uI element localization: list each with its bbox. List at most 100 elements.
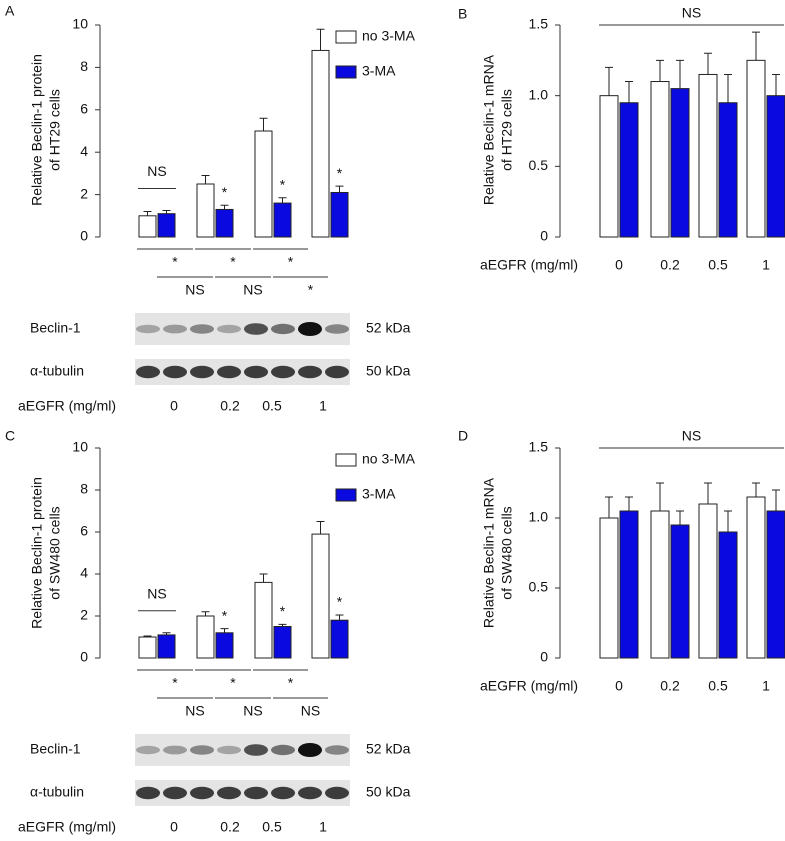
bar <box>619 102 639 238</box>
bar <box>718 102 738 238</box>
blot-band <box>217 365 241 379</box>
bar <box>698 73 718 238</box>
blot-band <box>190 745 214 755</box>
y-tick-label: 1.0 <box>529 86 549 102</box>
error-bar <box>316 521 325 535</box>
error-bar <box>704 52 712 75</box>
y-tick-label: 2 <box>80 607 88 623</box>
x-tick-label: 0.2 <box>660 257 680 273</box>
significance-label: NS <box>147 163 166 179</box>
error-bar <box>772 73 780 96</box>
error-bar <box>724 73 732 103</box>
comparison-label: * <box>230 254 236 270</box>
legend-swatch <box>335 488 357 502</box>
significance-label: * <box>337 594 343 610</box>
y-tick-label: 0 <box>80 649 88 665</box>
significance-label: * <box>337 165 343 181</box>
significance-label: * <box>280 603 286 619</box>
error-bar <box>220 628 229 633</box>
bar <box>670 88 690 238</box>
blot-band <box>271 786 295 800</box>
comparison-label: NS <box>185 703 204 719</box>
bar <box>138 636 157 659</box>
y-tick-label: 0.5 <box>529 157 549 173</box>
error-bar <box>201 175 210 184</box>
comparison-label: * <box>172 675 178 691</box>
blot-band <box>325 324 349 334</box>
bar <box>330 619 349 659</box>
blot-band <box>298 322 322 336</box>
bar <box>254 130 273 238</box>
panel-label: B <box>458 6 467 22</box>
y-tick-label: 1.5 <box>529 16 549 32</box>
error-bar <box>625 81 633 103</box>
x-axis-label: aEGFR (mg/ml) <box>18 398 116 414</box>
comparison-label: NS <box>185 282 204 298</box>
bar <box>599 517 619 659</box>
legend-swatch <box>335 453 357 467</box>
blot-size: 50 kDa <box>366 363 411 379</box>
y-tick-label: 8 <box>80 58 88 74</box>
x-tick-label: 0.5 <box>262 819 282 835</box>
blot-band <box>298 743 322 757</box>
blot-band <box>298 365 322 379</box>
error-bar <box>656 59 664 82</box>
bar <box>311 49 330 238</box>
error-bar <box>656 482 664 511</box>
error-bar <box>316 28 325 51</box>
bar <box>273 202 292 238</box>
significance-label: * <box>280 176 286 192</box>
bar <box>157 213 176 238</box>
x-tick-label: 0 <box>170 819 178 835</box>
y-axis-label: of SW480 cells <box>499 506 515 599</box>
blot-band <box>163 786 187 800</box>
significance-label: * <box>222 184 228 200</box>
blot-band <box>217 745 241 755</box>
legend-swatch <box>335 65 357 79</box>
blot-label: Beclin-1 <box>30 320 81 336</box>
blot-label: Beclin-1 <box>30 741 81 757</box>
error-bar <box>335 614 344 621</box>
bar <box>718 531 738 659</box>
blot-band <box>298 786 322 800</box>
x-tick-label: 0 <box>170 398 178 414</box>
blot-band <box>244 365 268 379</box>
y-axis-label: of HT29 cells <box>499 89 515 171</box>
bar <box>215 632 234 659</box>
comparison-label: * <box>230 675 236 691</box>
error-bar <box>772 489 780 511</box>
blot-band <box>244 744 268 756</box>
comparison-label: NS <box>682 428 701 444</box>
legend-label: 3-MA <box>362 63 396 79</box>
legend-label: no 3-MA <box>362 28 416 44</box>
blot-band <box>190 365 214 379</box>
comparison-label: * <box>308 282 314 298</box>
error-bar <box>143 635 152 637</box>
bar <box>650 81 670 238</box>
blot-band <box>325 745 349 755</box>
blot-band <box>136 786 160 800</box>
bar <box>766 510 785 659</box>
y-tick-label: 1.5 <box>529 439 549 455</box>
blot-band <box>271 744 295 756</box>
y-axis-label: of SW480 cells <box>47 506 63 599</box>
error-bar <box>201 611 210 616</box>
blot-band <box>325 365 349 379</box>
comparison-label: * <box>172 254 178 270</box>
y-tick-label: 1.0 <box>529 509 549 525</box>
bar <box>196 615 215 659</box>
error-bar <box>752 482 760 497</box>
y-tick-label: 4 <box>80 143 88 159</box>
x-axis-label: aEGFR (mg/ml) <box>480 257 578 273</box>
blot-label: α-tubulin <box>30 363 84 379</box>
x-tick-label: 1 <box>319 819 327 835</box>
error-bar <box>278 197 287 204</box>
y-axis-label: Relative Beclin-1 protein <box>29 477 45 629</box>
comparison-label: * <box>288 675 294 691</box>
bar <box>330 191 349 238</box>
y-axis-label: of HT29 cells <box>47 89 63 171</box>
bar <box>157 634 176 659</box>
bar <box>138 215 157 238</box>
blot-band <box>271 323 295 335</box>
